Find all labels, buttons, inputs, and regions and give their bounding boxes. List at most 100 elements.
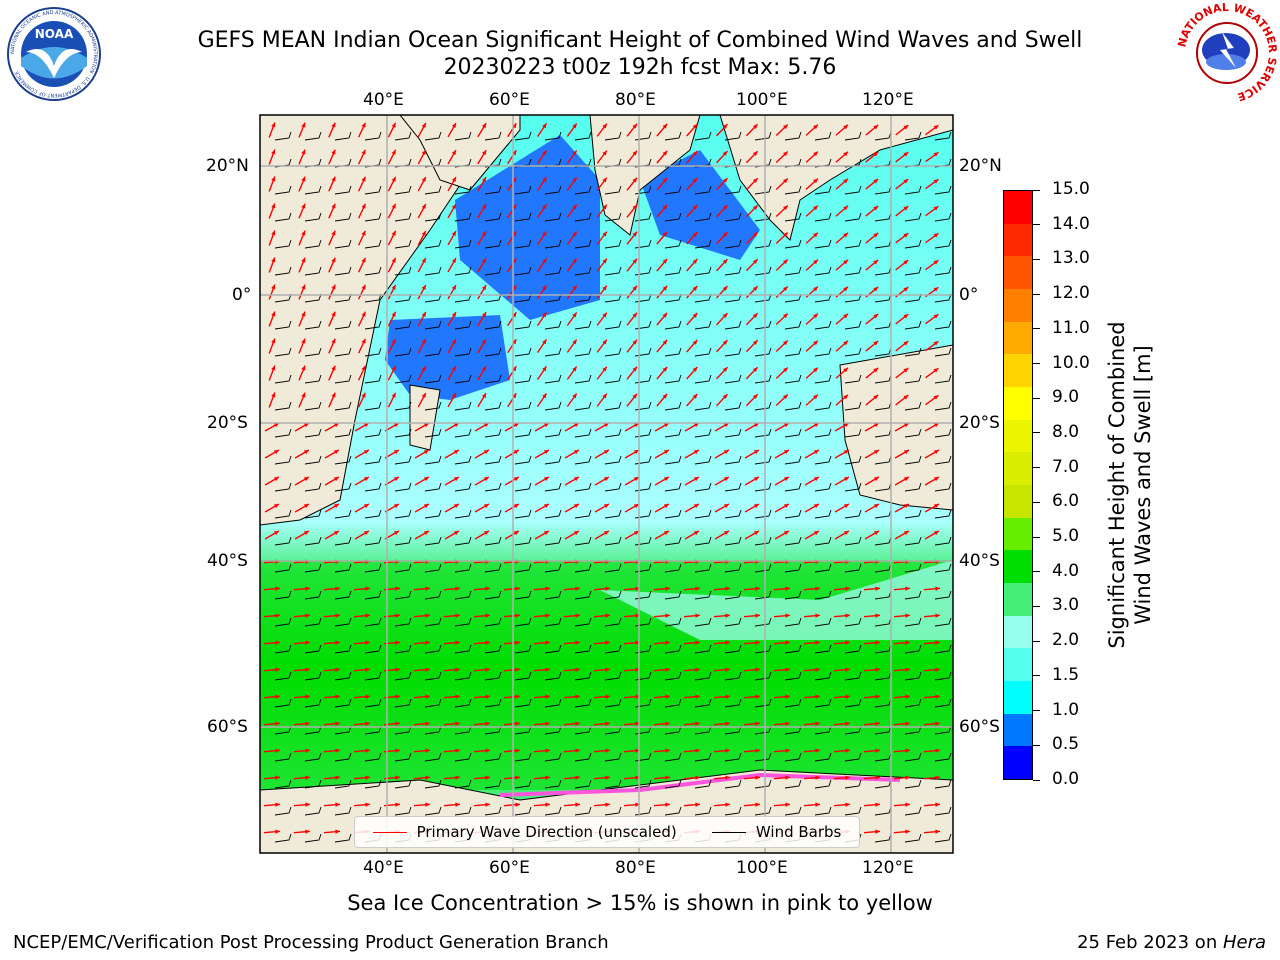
wave-arrow-head [692,232,698,237]
lat-tick-right: 0° [959,285,979,305]
wind-barb [844,401,862,411]
wind-barb [724,455,742,465]
wave-arrow-head [421,203,426,209]
wind-barb [784,698,802,708]
wave-arrow-head [395,775,400,780]
wind-barb [904,293,922,303]
wave-arrow-head [785,667,790,672]
wave-arrow-head [663,504,669,509]
wind-barb [364,131,382,141]
wind-barb [754,455,772,465]
wind-barb [424,563,442,573]
colorbar-segment [1004,583,1032,616]
wind-barb [574,347,592,357]
colorbar-tick-mark [1033,640,1040,642]
wind-barb [304,185,322,195]
wind-barb [694,212,712,222]
wind-barb [934,320,952,330]
wind-barb [394,212,412,222]
wave-arrow-head [632,312,637,318]
wind-barb [394,752,412,762]
wind-barb [844,779,862,789]
wave-arrow-head [635,721,640,726]
wind-barb [694,725,712,735]
wave-arrow-head [453,504,459,509]
wind-barb [814,131,832,141]
wind-barb [454,185,472,195]
wave-arrow-head [602,285,607,291]
wave-arrow-head [873,178,879,184]
wave-arrow-head [692,151,698,156]
wave-arrow-head [542,312,547,318]
wave-arrow-head [301,365,306,371]
wave-arrow-head [605,613,610,618]
wind-barb [304,293,322,303]
wind-barb [814,509,832,519]
wave-arrow-head [305,586,310,591]
wind-barb [784,428,802,438]
wave-arrow-head [785,640,790,645]
wave-arrow-head [933,314,939,319]
wind-barb [694,806,712,816]
wave-arrow-head [301,311,306,317]
wind-barb [784,239,802,249]
wave-arrow-head [722,313,728,318]
wave-arrow-head [602,366,607,372]
wave-arrow-head [605,748,610,753]
wave-arrow-head [692,205,698,210]
wave-arrow-head [813,504,819,509]
wave-arrow-head [845,748,850,753]
wave-arrow-head [391,203,396,209]
colorbar-tick-label: 14.0 [1052,213,1090,234]
wave-arrow-head [425,802,430,807]
wind-barb [814,644,832,654]
wave-arrow-head [605,640,610,645]
wind-barb [754,266,772,276]
wave-arrow-head [305,721,310,726]
wind-barb [724,644,742,654]
wave-arrow-head [722,205,728,210]
wind-barb [304,212,322,222]
colorbar-tick-mark [1033,397,1040,399]
colorbar-segment [1004,681,1032,714]
wind-barb [814,806,832,816]
wave-arrow-head [303,423,309,428]
colorbar-segment [1004,517,1032,551]
wind-barb [424,212,442,222]
wave-arrow-head [451,366,456,372]
wind-barb [454,131,472,141]
wind-barb [304,428,322,438]
wave-arrow-head [813,531,819,536]
wave-arrow-head [843,504,849,509]
wind-barb [424,320,442,330]
wave-arrow-head [301,203,306,209]
wave-arrow-head [423,477,429,482]
wave-arrow-head [335,829,340,834]
colorbar-tick-mark [1033,363,1040,365]
wave-arrow-head [725,640,730,645]
wave-arrow-head [843,423,849,428]
wave-arrow-head [335,586,340,591]
wind-barb [784,617,802,627]
wind-barb [424,374,442,384]
footer-credit: NCEP/EMC/Verification Post Processing Pr… [13,932,609,953]
wave-arrow-head [305,640,310,645]
wave-arrow-head [635,640,640,645]
wind-barb [574,239,592,249]
wave-arrow-head [425,640,430,645]
wave-arrow-head [602,204,607,210]
wind-barb [574,725,592,735]
wave-arrow-head [273,450,279,455]
wind-barb [664,590,682,600]
wind-barb [814,212,832,222]
wave-arrow-head [512,258,517,264]
wave-arrow-head [813,340,818,346]
colorbar-tick-mark [1033,293,1040,295]
wind-barb [334,698,352,708]
wave-arrow-head [693,423,699,428]
colorbar-tick-label: 15.0 [1052,179,1090,199]
wave-arrow-head [933,450,939,455]
wind-barb [814,779,832,789]
wave-arrow-head [633,531,639,536]
